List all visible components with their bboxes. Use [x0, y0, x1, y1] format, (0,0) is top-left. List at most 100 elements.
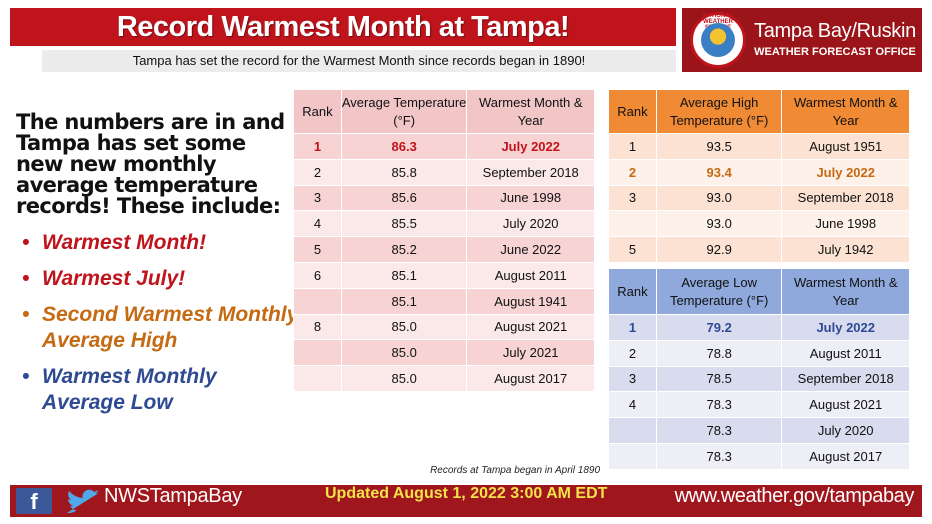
- month-cell: July 2021: [466, 339, 595, 367]
- temp-cell: 78.5: [655, 365, 783, 393]
- rank-cell: 4: [608, 391, 657, 419]
- temp-cell: 85.0: [340, 339, 468, 367]
- temp-cell: 86.3: [340, 133, 468, 160]
- rank-cell: 3: [608, 184, 657, 212]
- month-cell: August 1951: [781, 133, 910, 160]
- temp-cell: 85.6: [340, 184, 468, 212]
- temp-cell: 78.3: [655, 442, 783, 470]
- twitter-handle-link[interactable]: NWSTampaBay: [104, 485, 242, 507]
- column-header-temp: Average Temperature (°F): [340, 89, 468, 134]
- temp-cell: 85.1: [340, 261, 468, 289]
- table-row: 1 86.3 July 2022: [293, 133, 595, 160]
- month-cell: September 2018: [781, 184, 910, 212]
- list-item: • Second Warmest Monthly Average High: [22, 302, 302, 354]
- column-header-rank: Rank: [608, 89, 657, 134]
- rank-cell: 2: [293, 158, 342, 186]
- column-header-rank: Rank: [293, 89, 342, 134]
- month-cell: July 2022: [781, 158, 910, 186]
- month-cell: August 2021: [466, 313, 595, 341]
- table-row: 4 85.5 July 2020: [293, 210, 595, 238]
- rank-cell: 1: [608, 314, 657, 341]
- month-cell: July 2022: [781, 314, 910, 341]
- list-item-text: Warmest July!: [42, 267, 186, 290]
- month-cell: August 2017: [781, 442, 910, 470]
- month-cell: June 1998: [466, 184, 595, 212]
- list-item-text: Warmest Monthly Average Low: [42, 365, 217, 414]
- bullet-icon: •: [22, 231, 30, 254]
- list-item: • Warmest July!: [22, 266, 302, 292]
- facebook-icon[interactable]: f: [16, 488, 52, 514]
- table-row: 3 85.6 June 1998: [293, 184, 595, 212]
- column-header-month: Warmest Month & Year: [781, 268, 910, 315]
- rank-cell: [608, 442, 657, 470]
- month-cell: June 2022: [466, 236, 595, 263]
- column-header-temp: Average High Temperature (°F): [655, 89, 783, 134]
- seal-center-emblem: [701, 23, 735, 57]
- temp-cell: 93.4: [655, 158, 783, 186]
- table-row: 3 78.5 September 2018: [608, 365, 910, 393]
- temp-cell: 93.5: [655, 133, 783, 160]
- month-cell: September 2018: [781, 365, 910, 393]
- temp-cell: 85.2: [340, 236, 468, 263]
- records-note: Records at Tampa began in April 1890: [430, 465, 600, 476]
- column-header-month: Warmest Month & Year: [466, 89, 595, 134]
- temp-cell: 78.3: [655, 391, 783, 419]
- table-row: 5 85.2 June 2022: [293, 236, 595, 263]
- table-row: 78.3 August 2017: [608, 442, 910, 470]
- rank-cell: 3: [608, 365, 657, 393]
- temp-cell: 79.2: [655, 314, 783, 341]
- month-cell: August 2011: [466, 261, 595, 289]
- table-row: 1 93.5 August 1951: [608, 133, 910, 160]
- table-row: 85.0 July 2021: [293, 339, 595, 367]
- temp-cell: 85.0: [340, 313, 468, 341]
- avg-temp-table: Rank Average Temperature (°F) Warmest Mo…: [293, 89, 595, 392]
- month-cell: August 2011: [781, 339, 910, 367]
- title-banner: [10, 8, 676, 46]
- month-cell: July 2020: [466, 210, 595, 238]
- bullet-icon: •: [22, 365, 30, 388]
- twitter-icon[interactable]: [62, 489, 102, 513]
- month-cell: August 2017: [466, 365, 595, 392]
- column-header-rank: Rank: [608, 268, 657, 315]
- table-row: 2 78.8 August 2011: [608, 339, 910, 367]
- rank-cell: [608, 210, 657, 238]
- office-name: Tampa Bay/Ruskin: [754, 20, 916, 42]
- table-row: 5 92.9 July 1942: [608, 236, 910, 263]
- temp-cell: 78.8: [655, 339, 783, 367]
- temp-cell: 93.0: [655, 184, 783, 212]
- office-subtitle: WEATHER FORECAST OFFICE: [754, 46, 916, 58]
- column-header-month: Warmest Month & Year: [781, 89, 910, 134]
- website-link[interactable]: www.weather.gov/tampabay: [674, 485, 915, 507]
- table-row: 85.0 August 2017: [293, 365, 595, 392]
- temp-cell: 85.8: [340, 158, 468, 186]
- page-subtitle: Tampa has set the record for the Warmest…: [132, 53, 586, 68]
- rank-cell: 2: [608, 158, 657, 186]
- temp-cell: 85.5: [340, 210, 468, 238]
- nws-logo-icon: NATIONAL WEATHER SERVICE: [690, 12, 746, 68]
- avg-low-table: Rank Average Low Temperature (°F) Warmes…: [608, 268, 910, 470]
- updated-timestamp: Updated August 1, 2022 3:00 AM EDT: [325, 485, 608, 502]
- table-row: 6 85.1 August 2011: [293, 261, 595, 289]
- table-row: 78.3 July 2020: [608, 417, 910, 444]
- table-row: 8 85.0 August 2021: [293, 313, 595, 341]
- page-title: Record Warmest Month at Tampa!: [116, 11, 570, 43]
- rank-cell: [293, 287, 342, 315]
- rank-cell: [608, 417, 657, 444]
- table-row: 85.1 August 1941: [293, 287, 595, 315]
- table-row: 2 85.8 September 2018: [293, 158, 595, 186]
- rank-cell: 2: [608, 339, 657, 367]
- rank-cell: 3: [293, 184, 342, 212]
- rank-cell: 5: [293, 236, 342, 263]
- rank-cell: [293, 339, 342, 367]
- month-cell: August 1941: [466, 287, 595, 315]
- temp-cell: 78.3: [655, 417, 783, 444]
- month-cell: July 2022: [466, 133, 595, 160]
- intro-text: The numbers are in and Tampa has set som…: [16, 110, 285, 218]
- list-item-text: Second Warmest Monthly Average High: [42, 303, 299, 352]
- temp-cell: 93.0: [655, 210, 783, 238]
- list-item: • Warmest Month!: [22, 230, 302, 256]
- table-row: 4 78.3 August 2021: [608, 391, 910, 419]
- table-row: 2 93.4 July 2022: [608, 158, 910, 186]
- rank-cell: 1: [608, 133, 657, 160]
- month-cell: September 2018: [466, 158, 595, 186]
